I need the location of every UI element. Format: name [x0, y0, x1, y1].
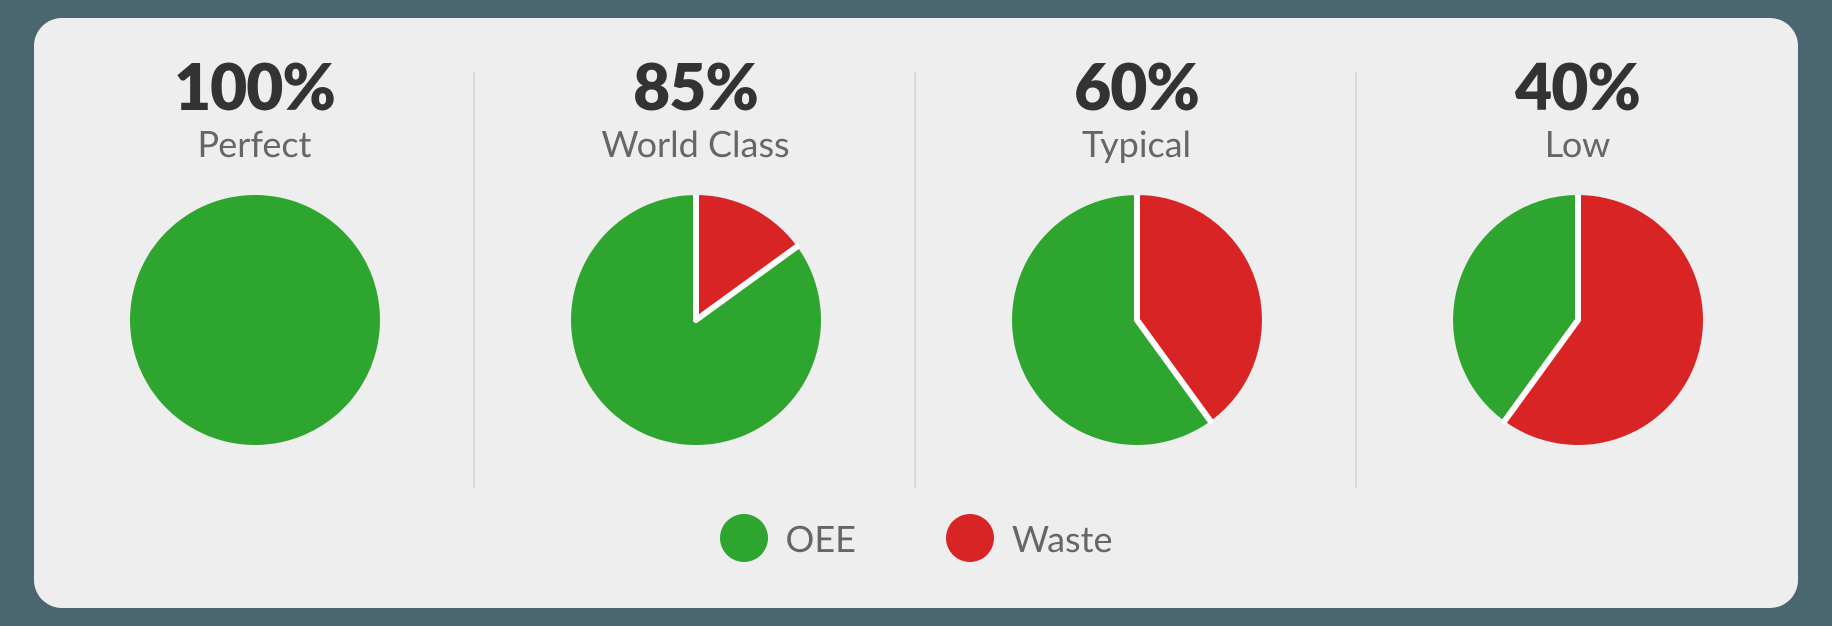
- legend-item-waste: Waste: [946, 514, 1113, 562]
- panel-low: 40% Low: [1357, 52, 1798, 508]
- pie-chart: [571, 195, 821, 445]
- pct-value: 40%: [1515, 52, 1640, 119]
- oee-card: 100% Perfect 85% World Class 60% Typical…: [34, 18, 1798, 608]
- pct-label: Typical: [1082, 121, 1191, 165]
- panels-row: 100% Perfect 85% World Class 60% Typical…: [34, 18, 1798, 508]
- legend-swatch-icon: [946, 514, 994, 562]
- pct-label: Perfect: [198, 121, 312, 165]
- panel-world-class: 85% World Class: [475, 52, 916, 508]
- legend-label: Waste: [1012, 516, 1113, 560]
- pct-value: 60%: [1074, 52, 1199, 119]
- pct-value: 100%: [174, 52, 335, 119]
- legend-swatch-icon: [720, 514, 768, 562]
- pie-chart: [1453, 195, 1703, 445]
- legend: OEE Waste: [34, 514, 1798, 562]
- legend-item-oee: OEE: [720, 514, 856, 562]
- pie-chart: [1012, 195, 1262, 445]
- legend-label: OEE: [786, 516, 856, 560]
- panel-typical: 60% Typical: [916, 52, 1357, 508]
- pct-label: Low: [1545, 121, 1611, 165]
- pct-value: 85%: [633, 52, 758, 119]
- panel-perfect: 100% Perfect: [34, 52, 475, 508]
- pie-chart: [130, 195, 380, 445]
- pct-label: World Class: [601, 121, 789, 165]
